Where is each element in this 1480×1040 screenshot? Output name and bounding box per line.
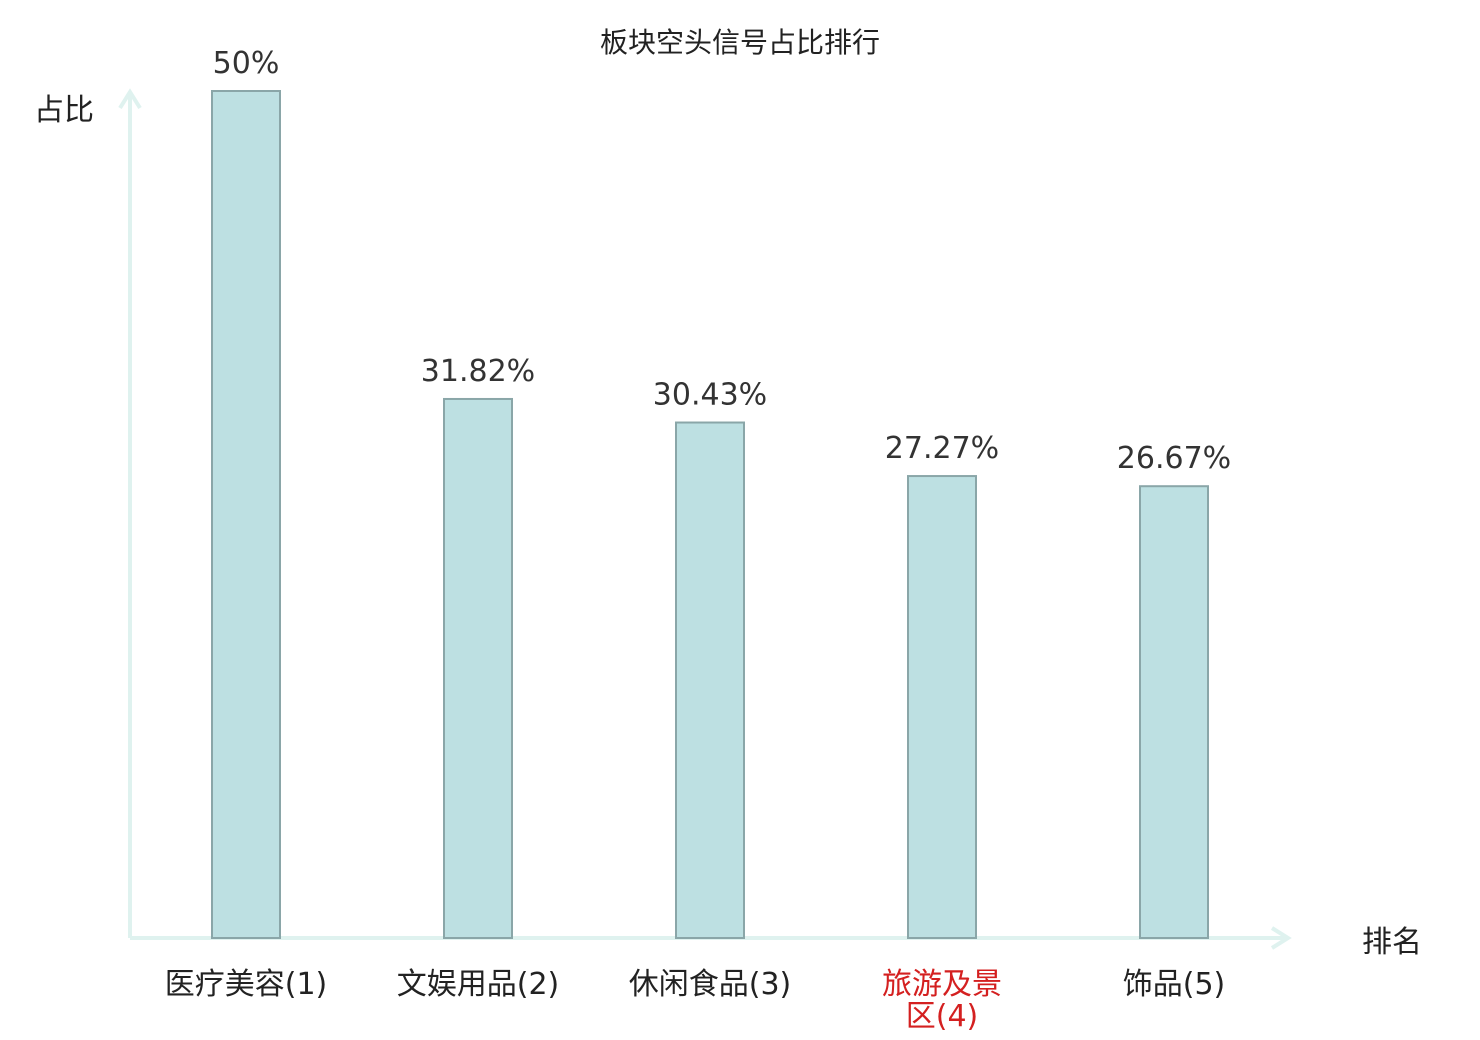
x-axis-arrow bbox=[1270, 926, 1292, 950]
chart-title: 板块空头信号占比排行 bbox=[600, 26, 880, 59]
category-label: 医疗美容(1) bbox=[165, 967, 328, 1002]
category-label: 休闲食品(3) bbox=[629, 967, 792, 1002]
value-labels-group: 50% 31.82% 30.43% 27.27% 26.67% bbox=[213, 46, 1232, 476]
bar bbox=[1139, 485, 1209, 939]
category-label: 区(4) bbox=[906, 999, 979, 1034]
bar bbox=[675, 421, 745, 939]
bar-value-label: 30.43% bbox=[653, 378, 767, 413]
bar-value-label: 50% bbox=[213, 46, 280, 81]
x-axis-label: 排名 bbox=[1362, 925, 1422, 960]
bar bbox=[211, 90, 281, 939]
bar-value-label: 31.82% bbox=[421, 354, 535, 389]
y-axis-label: 占比 bbox=[34, 93, 94, 128]
bar bbox=[907, 475, 977, 939]
bar-value-label: 26.67% bbox=[1117, 441, 1231, 476]
category-label: 文娱用品(2) bbox=[397, 967, 560, 1002]
category-label: 饰品(5) bbox=[1123, 967, 1226, 1002]
y-axis-arrow bbox=[118, 88, 142, 110]
bar-value-label: 27.27% bbox=[885, 431, 999, 466]
bars-group bbox=[211, 90, 1209, 940]
bar bbox=[443, 397, 513, 940]
category-label: 旅游及景 bbox=[882, 967, 1002, 1002]
